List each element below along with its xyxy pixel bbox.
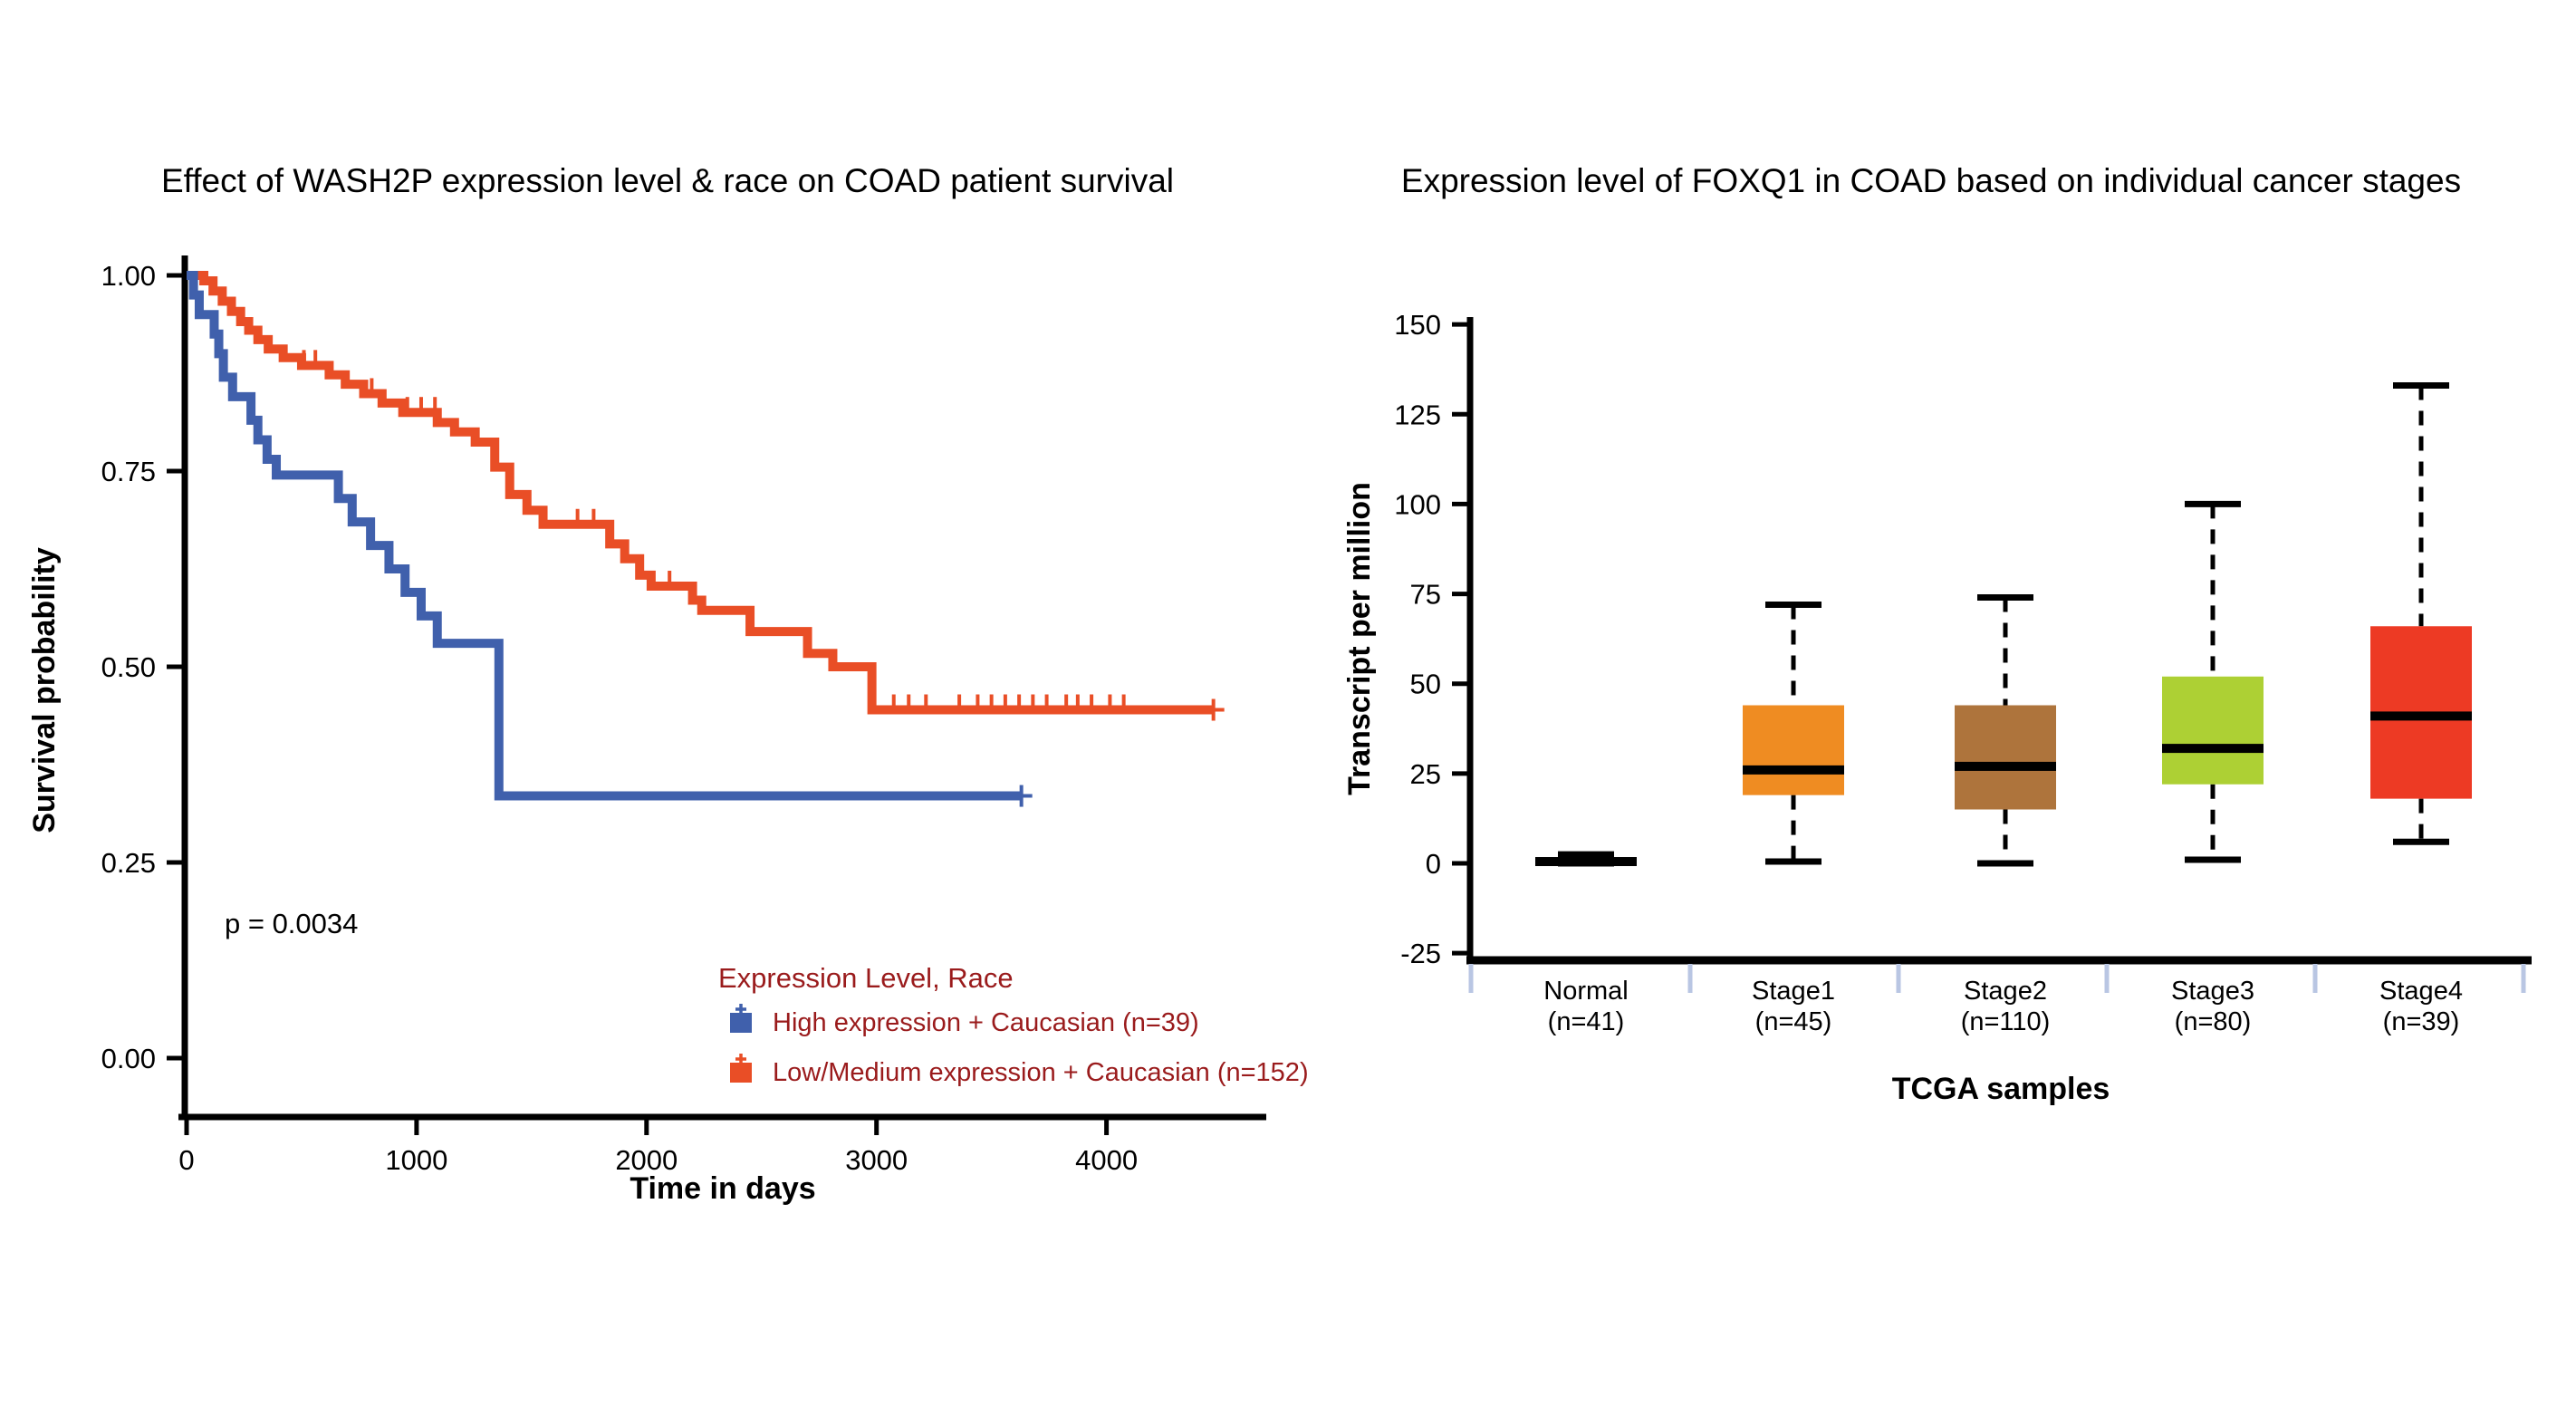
km-legend-title: Expression Level, Race (718, 962, 1014, 994)
box-category-label: Stage4 (2379, 977, 2463, 1006)
box-y-tick-label: 100 (1394, 488, 1441, 520)
box-chart-title: Expression level of FOXQ1 in COAD based … (1401, 162, 2461, 199)
box-y-tick-label: 75 (1410, 579, 1441, 611)
km-legend-marker (730, 1063, 752, 1083)
km-chart-title: Effect of WASH2P expression level & race… (161, 162, 1174, 199)
box-iqr (1743, 705, 1844, 795)
box-y-tick-label: 0 (1426, 848, 1441, 880)
km-legend-marker (730, 1013, 752, 1033)
km-x-tick-label: 4000 (1075, 1144, 1138, 1176)
box-category-count: (n=41) (1548, 1007, 1625, 1036)
km-legend-item-label: High expression + Caucasian (n=39) (773, 1008, 1199, 1037)
box-y-tick-label: 125 (1394, 399, 1441, 430)
box-x-axis-label: TCGA samples (1892, 1072, 2110, 1106)
box-median (2370, 711, 2472, 721)
km-legend-item-label: Low/Medium expression + Caucasian (n=152… (773, 1058, 1309, 1087)
km-x-tick-label: 2000 (615, 1144, 678, 1176)
km-x-tick-label: 1000 (385, 1144, 447, 1176)
km-x-tick-label: 3000 (845, 1144, 908, 1176)
box-y-tick-label: -25 (1400, 938, 1441, 969)
km-legend: High expression + Caucasian (n=39) Low/Me… (730, 1004, 1309, 1087)
box-category-count: (n=80) (2175, 1007, 2252, 1036)
box-category-label: Stage3 (2171, 977, 2254, 1006)
km-p-value: p = 0.0034 (225, 908, 358, 939)
box-median (1955, 761, 2056, 771)
box-category-label: Stage2 (1964, 977, 2047, 1006)
km-y-tick-label: 0.25 (101, 847, 156, 879)
box-iqr (2162, 676, 2264, 785)
km-survival-plot: 1.00 0.75 0.50 0.25 0.00 0 1000 2000 3000 4000 (101, 255, 1266, 1176)
box-median (1535, 857, 1637, 867)
km-x-axis-label: Time in days (630, 1171, 815, 1206)
km-curve (187, 271, 1022, 801)
box-median (2162, 744, 2264, 754)
km-curve (187, 271, 1214, 715)
box-category-label: Stage1 (1752, 977, 1835, 1006)
km-y-tick-label: 0.00 (101, 1043, 156, 1074)
km-y-tick-label: 1.00 (101, 260, 156, 292)
box-category-count: (n=39) (2383, 1007, 2460, 1036)
box-y-tick-label: 50 (1410, 669, 1441, 700)
stage-boxplot: 1501251007550250-25Normal(n=41)Stage1(n=… (1394, 309, 2532, 1036)
km-y-tick-label: 0.75 (101, 456, 156, 487)
km-y-axis-label: Survival probability (27, 547, 62, 833)
box-category-label: Normal (1543, 977, 1628, 1006)
box-iqr (1955, 705, 2056, 810)
box-category-count: (n=45) (1755, 1007, 1832, 1036)
box-y-tick-label: 150 (1394, 309, 1441, 341)
box-median (1743, 765, 1844, 775)
box-y-tick-label: 25 (1410, 758, 1441, 790)
km-x-tick-label: 0 (178, 1144, 194, 1176)
km-y-tick-label: 0.50 (101, 651, 156, 683)
box-y-axis-label: Transcript per million (1342, 482, 1377, 795)
box-category-count: (n=110) (1961, 1007, 2051, 1036)
